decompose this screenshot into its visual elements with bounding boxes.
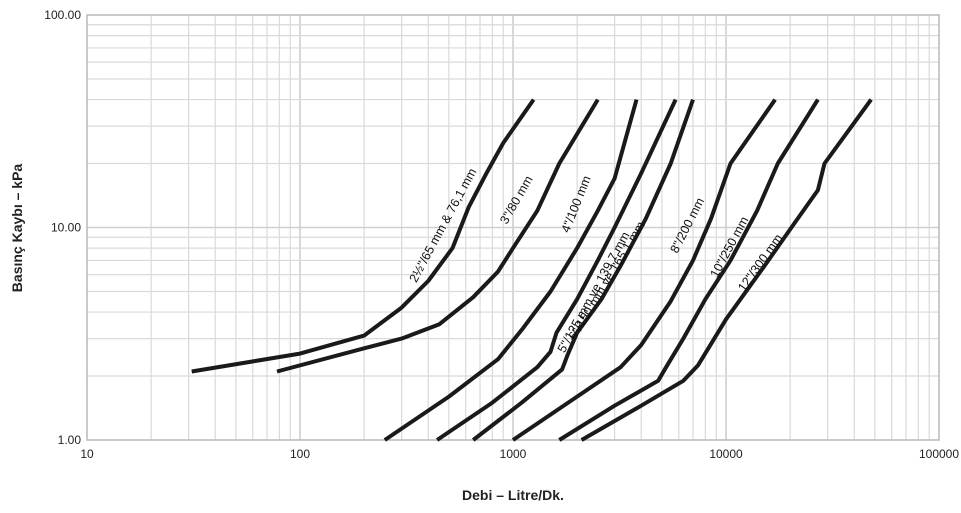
x-tick-label: 10000 bbox=[709, 447, 743, 461]
series-line bbox=[435, 98, 678, 442]
series-line bbox=[558, 98, 820, 442]
series-label: 2½"/65 mm & 76,1 mm bbox=[407, 166, 480, 285]
series-line bbox=[511, 98, 777, 442]
series-line bbox=[383, 99, 639, 442]
x-tick-labels: 10 100 1000 10000 100000 bbox=[80, 447, 959, 461]
y-tick-label: 100.00 bbox=[44, 8, 81, 22]
series-label: 8"/200 mm bbox=[667, 195, 707, 255]
x-tick-label: 10 bbox=[80, 447, 94, 461]
y-tick-labels: 1.00 10.00 100.00 bbox=[44, 8, 81, 447]
series-line bbox=[471, 98, 695, 442]
grid bbox=[87, 15, 939, 440]
series-label: 10"/250 mm bbox=[707, 214, 751, 280]
series-lines bbox=[191, 98, 873, 442]
series-line bbox=[191, 98, 536, 374]
x-tick-label: 100 bbox=[290, 447, 310, 461]
series-line bbox=[580, 98, 873, 442]
series-line bbox=[276, 98, 600, 374]
x-tick-label: 1000 bbox=[500, 447, 527, 461]
y-axis-title: Basınç Kaybı – kPa bbox=[9, 164, 25, 293]
y-tick-label: 10.00 bbox=[51, 221, 81, 235]
y-tick-label: 1.00 bbox=[58, 433, 82, 447]
x-axis-title: Debi – Litre/Dk. bbox=[462, 487, 564, 503]
x-tick-label: 100000 bbox=[919, 447, 959, 461]
